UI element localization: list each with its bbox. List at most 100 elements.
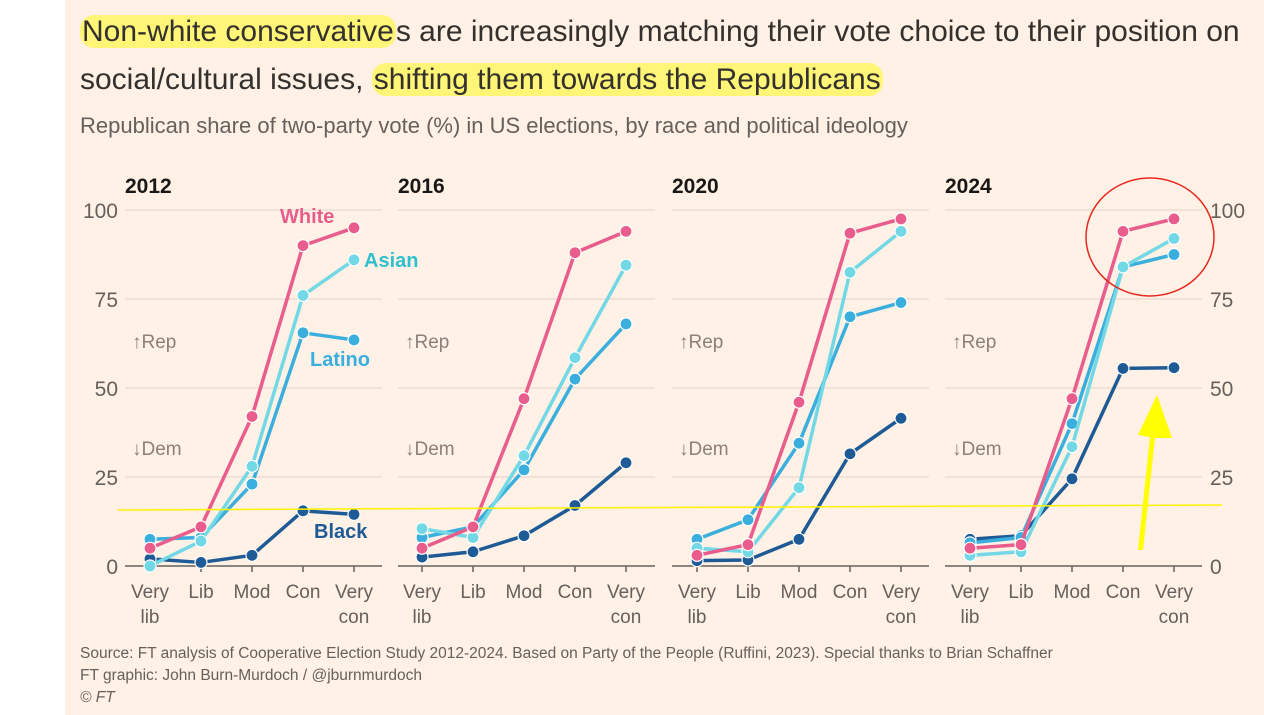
series-line-white xyxy=(969,217,1175,550)
annotation-circle xyxy=(1085,177,1215,297)
data-point-black xyxy=(792,532,806,546)
dem-label: ↓Dem xyxy=(132,439,182,460)
series-label-asian: Asian xyxy=(364,250,418,272)
data-point-black xyxy=(1167,361,1181,375)
x-tick-label: Lib xyxy=(188,582,213,603)
data-point-latino xyxy=(741,513,755,527)
data-point-black xyxy=(296,504,310,518)
data-point-white xyxy=(568,246,582,260)
data-point-white xyxy=(1065,392,1079,406)
x-tick-label: Very xyxy=(131,582,170,603)
x-tick-label: Mod xyxy=(1054,582,1091,603)
x-tick-label: Very xyxy=(403,582,442,603)
data-point-latino xyxy=(1167,247,1181,262)
x-tick-label: Very xyxy=(678,582,717,603)
annotation-arrow xyxy=(1138,395,1172,550)
data-point-black xyxy=(245,548,259,562)
series-label-black: Black xyxy=(314,521,368,543)
x-tick-label: con xyxy=(886,607,917,628)
data-point-asian xyxy=(568,351,582,365)
panel-year-2012: 2012 xyxy=(125,175,172,198)
x-tick-label: lib xyxy=(687,607,706,628)
data-point-latino xyxy=(568,372,582,386)
panel-year-2016: 2016 xyxy=(398,175,445,198)
data-point-white xyxy=(792,395,806,409)
data-point-white xyxy=(517,392,531,406)
data-point-asian xyxy=(792,481,806,495)
data-point-black xyxy=(843,447,857,461)
x-tick-label: Con xyxy=(558,582,593,603)
data-point-white xyxy=(843,226,857,240)
data-point-white xyxy=(1167,212,1181,226)
chart-subtitle: Republican share of two-party vote (%) i… xyxy=(80,113,908,138)
data-point-black xyxy=(568,498,582,513)
source-note: Source: FT analysis of Cooperative Elect… xyxy=(80,645,1053,662)
data-point-white xyxy=(296,239,310,253)
rep-label: ↑Rep xyxy=(952,332,996,353)
x-tick-label: Con xyxy=(286,582,321,603)
dem-label: ↓Dem xyxy=(952,439,1002,460)
title-highlight-2: shifting them towards the Republicans xyxy=(371,63,883,96)
chart-title: Non-white conservatives are increasingly… xyxy=(80,8,1260,104)
data-point-latino xyxy=(245,477,259,491)
data-point-asian xyxy=(194,534,208,548)
series-label-white: White xyxy=(280,206,334,228)
copyright: © FT xyxy=(80,689,115,706)
data-point-black xyxy=(894,411,908,425)
x-tick-label: Very xyxy=(607,582,646,603)
data-point-latino xyxy=(792,436,806,450)
series-line-asian xyxy=(696,229,903,554)
y-tick-label-left: 50 xyxy=(95,378,118,401)
data-point-asian xyxy=(619,258,633,272)
data-point-latino xyxy=(894,295,908,310)
data-point-asian xyxy=(245,459,259,473)
y-tick-label-right: 75 xyxy=(1210,289,1233,312)
dem-label: ↓Dem xyxy=(679,439,729,460)
data-point-black xyxy=(466,545,480,559)
series-line-white xyxy=(696,217,902,558)
data-point-latino xyxy=(843,310,857,324)
chart-card xyxy=(65,0,1264,715)
x-tick-label: lib xyxy=(140,607,159,628)
data-point-asian xyxy=(517,449,531,463)
data-point-white xyxy=(194,520,208,534)
y-tick-label-right: 25 xyxy=(1210,467,1233,490)
x-tick-label: Con xyxy=(1106,582,1141,603)
x-tick-label: Mod xyxy=(234,582,271,603)
series-line-latino xyxy=(696,300,902,541)
x-tick-label: lib xyxy=(960,607,979,628)
data-point-asian xyxy=(894,224,908,238)
x-tick-label: Very xyxy=(335,582,374,603)
data-point-latino xyxy=(517,463,531,477)
x-tick-label: con xyxy=(1159,607,1190,628)
data-point-white xyxy=(415,541,429,555)
x-tick-label: Lib xyxy=(735,582,760,603)
x-tick-label: con xyxy=(339,607,370,628)
data-point-asian xyxy=(843,265,857,279)
x-tick-label: lib xyxy=(412,607,431,628)
data-point-white xyxy=(741,538,755,552)
y-tick-label-right: 0 xyxy=(1210,556,1222,579)
y-tick-label-left: 0 xyxy=(106,556,118,579)
x-tick-label: Very xyxy=(882,582,921,603)
x-tick-label: Very xyxy=(951,582,990,603)
data-point-white xyxy=(143,541,157,555)
data-point-latino xyxy=(296,326,310,340)
x-tick-label: Lib xyxy=(1008,582,1033,603)
series-line-latino xyxy=(421,322,628,540)
y-tick-label-left: 75 xyxy=(95,289,118,312)
data-point-asian xyxy=(1065,440,1079,454)
data-point-black xyxy=(1116,361,1130,376)
data-point-latino xyxy=(347,333,361,347)
data-point-white xyxy=(347,221,361,235)
series-label-latino: Latino xyxy=(310,349,370,371)
data-point-black xyxy=(347,507,361,521)
title-highlight-1: Non-white conservative xyxy=(80,15,396,48)
data-point-white xyxy=(963,541,977,555)
series-line-white xyxy=(421,229,627,550)
data-point-latino xyxy=(619,317,633,331)
data-point-white xyxy=(619,224,633,238)
data-point-black xyxy=(194,555,208,570)
data-point-white xyxy=(690,548,704,562)
